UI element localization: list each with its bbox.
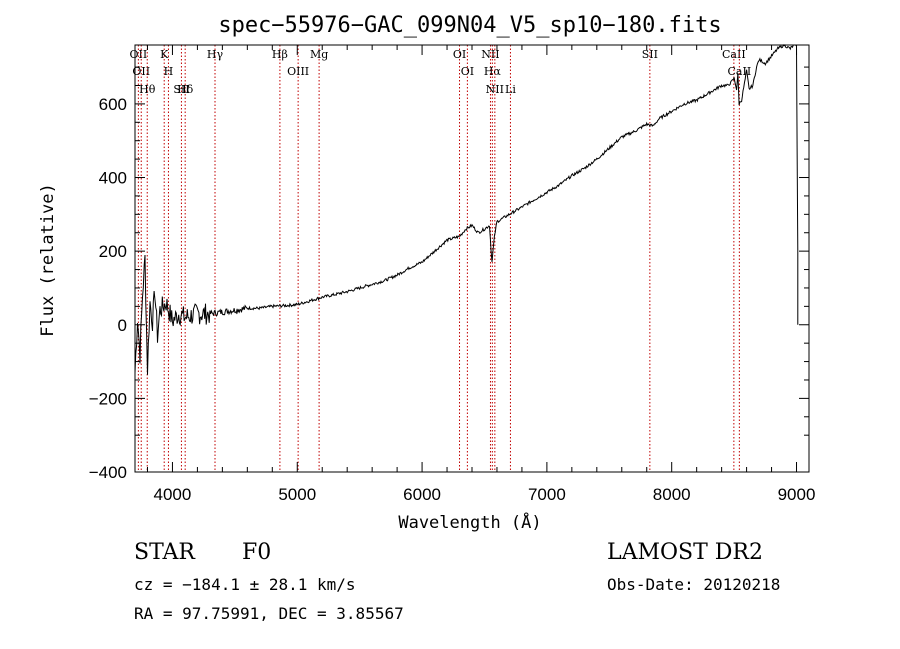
x-axis-label: Wavelength (Å)	[398, 511, 541, 533]
x-tick-label: 8000	[653, 485, 691, 504]
y-tick-label: 400	[99, 169, 127, 188]
line-marker-label: Hα	[484, 65, 502, 78]
line-marker-label: Mg	[310, 48, 328, 61]
y-tick-label: −400	[89, 463, 127, 482]
line-marker-label: OI	[461, 65, 474, 78]
x-axis: 4000 5000 6000 7000 8000 9000	[146, 45, 816, 504]
obs-date: Obs-Date: 20120218	[607, 575, 781, 594]
y-tick-label: 0	[118, 316, 127, 335]
line-marker-label: Li	[505, 83, 516, 96]
plot-frame	[134, 44, 810, 473]
spectrum-line-group	[134, 44, 799, 375]
y-axis-label: Flux (relative)	[38, 183, 58, 337]
line-marker-label: NII	[486, 83, 504, 96]
x-tick-label: 9000	[778, 485, 816, 504]
line-marker-label: Hβ	[272, 48, 288, 61]
line-marker-label: Hθ	[139, 83, 156, 96]
line-marker-label: SII	[173, 83, 189, 96]
line-marker-label: CaII	[722, 48, 746, 61]
y-tick-label: −200	[89, 389, 127, 408]
line-marker-label: H	[164, 65, 174, 78]
x-tick-label: 5000	[278, 485, 316, 504]
y-tick-label: 200	[99, 242, 127, 261]
object-class: STAR	[134, 540, 195, 565]
line-marker-label: OI	[453, 48, 466, 61]
x-tick-label: 4000	[154, 485, 192, 504]
line-marker-label: OII	[132, 65, 150, 78]
line-marker-label: OII	[130, 48, 148, 61]
y-tick-label: 600	[99, 95, 127, 114]
x-tick-label: 6000	[403, 485, 441, 504]
coordinates: RA = 97.75991, DEC = 3.85567	[134, 604, 404, 623]
spectrum-line	[134, 44, 799, 375]
x-tick-label: 7000	[528, 485, 566, 504]
line-marker-label: NII	[481, 48, 499, 61]
chart-title: spec−55976−GAC_099N04_V5_sp10−180.fits	[218, 13, 721, 38]
velocity-readout: cz = −184.1 ± 28.1 km/s	[134, 575, 356, 594]
line-marker-label: Hγ	[207, 48, 224, 61]
survey-name: LAMOST DR2	[607, 540, 763, 565]
line-marker-label: SII	[642, 48, 658, 61]
line-marker-label: Hδ	[177, 83, 194, 96]
object-subclass: F0	[242, 540, 272, 565]
line-marker-label: OIII	[287, 65, 309, 78]
y-axis: −400 −200 0 200 400 600	[89, 66, 809, 482]
line-marker-label: K	[160, 48, 169, 61]
